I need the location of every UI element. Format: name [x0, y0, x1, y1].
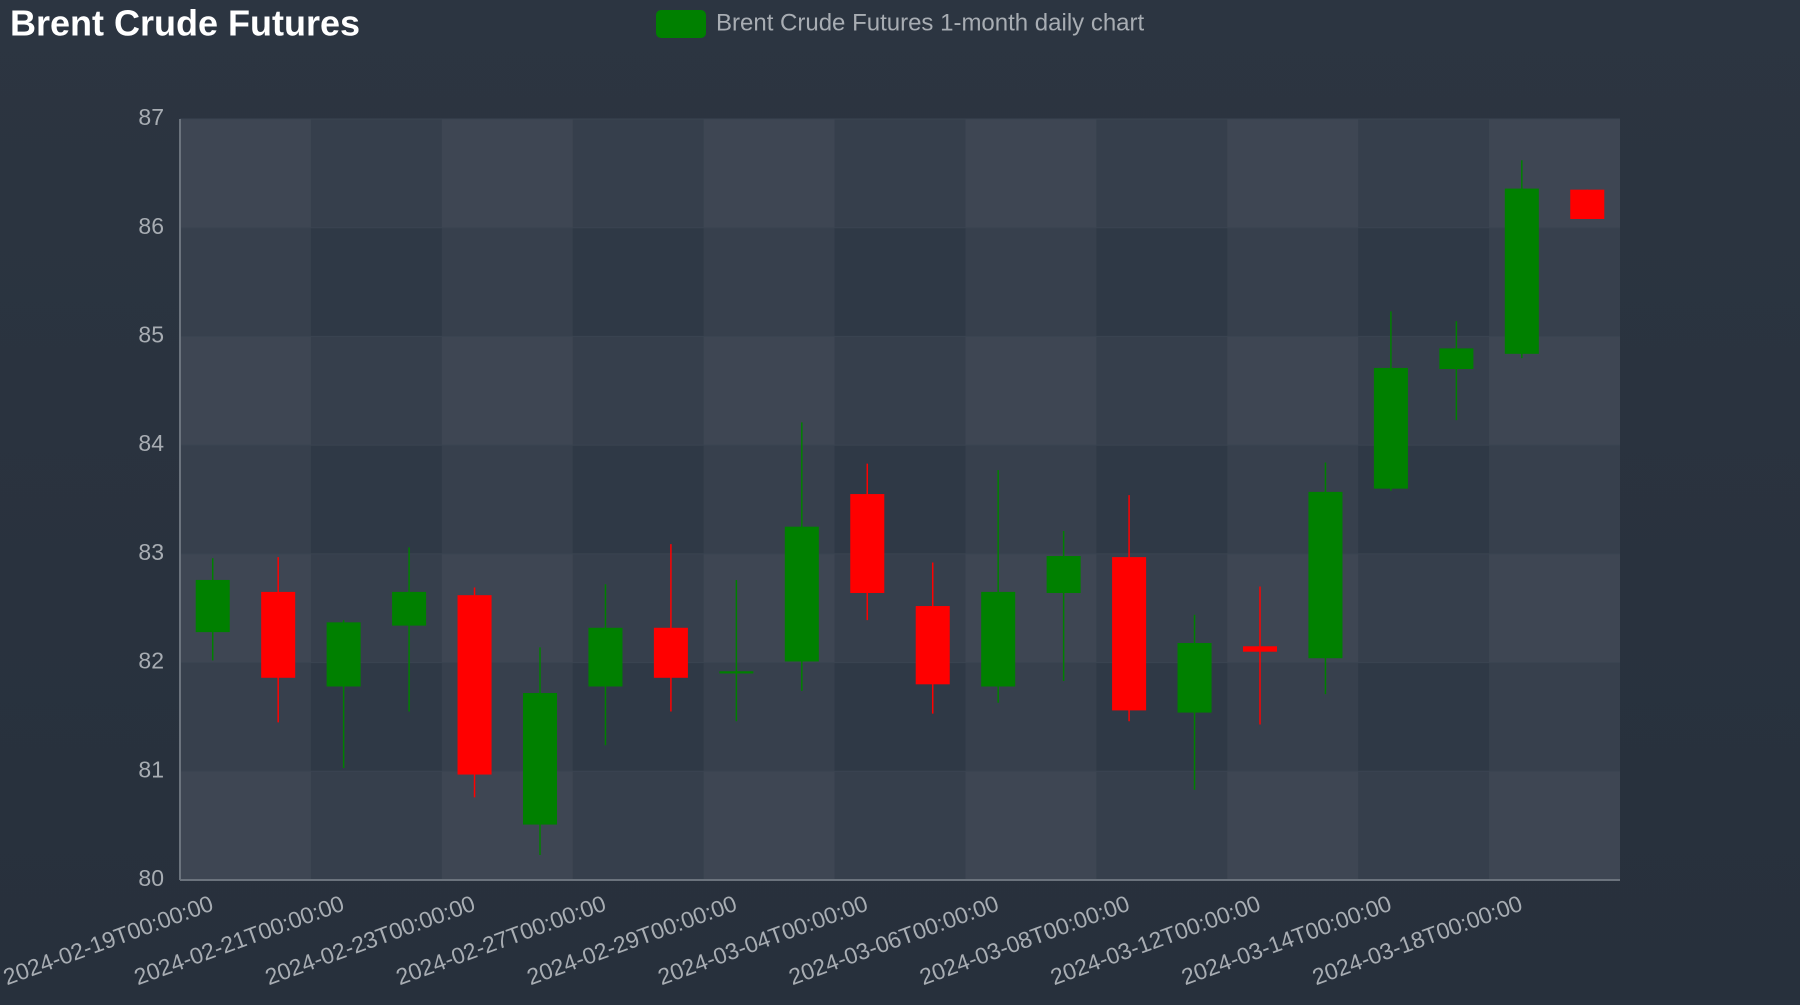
- candle-body: [392, 591, 427, 626]
- candle-body: [1046, 556, 1081, 593]
- candle-body: [326, 622, 361, 687]
- candle-body: [1177, 643, 1212, 713]
- candle-body: [195, 579, 230, 633]
- legend-label[interactable]: Brent Crude Futures 1-month daily chart: [716, 9, 1145, 36]
- legend-swatch[interactable]: [656, 10, 706, 38]
- column-band: [703, 119, 835, 880]
- row-band: [180, 771, 1620, 880]
- candle-body: [588, 627, 623, 687]
- candle-body: [261, 591, 296, 678]
- y-tick-label: 85: [138, 322, 164, 348]
- y-tick-label: 86: [138, 213, 164, 239]
- candle-body: [719, 671, 754, 674]
- y-tick-label: 81: [138, 756, 164, 782]
- candle-body: [1439, 348, 1474, 370]
- plot-background: [180, 119, 1620, 880]
- candle-body: [1242, 646, 1278, 652]
- candle-body: [522, 693, 558, 825]
- candle-body: [981, 591, 1016, 687]
- candle-body: [850, 494, 885, 593]
- column-band: [180, 119, 311, 880]
- plot-area: [179, 118, 1620, 881]
- candle-body: [1570, 189, 1605, 220]
- candle-body: [1373, 367, 1408, 489]
- candle-body: [1308, 491, 1343, 659]
- candle-body: [915, 606, 950, 685]
- column-band: [965, 119, 1097, 880]
- candle-body: [653, 627, 688, 678]
- y-tick-label: 80: [138, 865, 164, 891]
- y-tick-label: 83: [138, 539, 164, 565]
- y-tick-label: 87: [138, 104, 164, 130]
- candle-body: [1112, 557, 1147, 711]
- candle-body: [784, 526, 819, 662]
- y-tick-label: 84: [138, 430, 164, 456]
- candle-body: [1504, 188, 1539, 354]
- y-tick-label: 82: [138, 648, 164, 674]
- chart-title: Brent Crude Futures: [10, 3, 360, 44]
- candle-body: [457, 595, 492, 775]
- row-band: [180, 119, 1620, 228]
